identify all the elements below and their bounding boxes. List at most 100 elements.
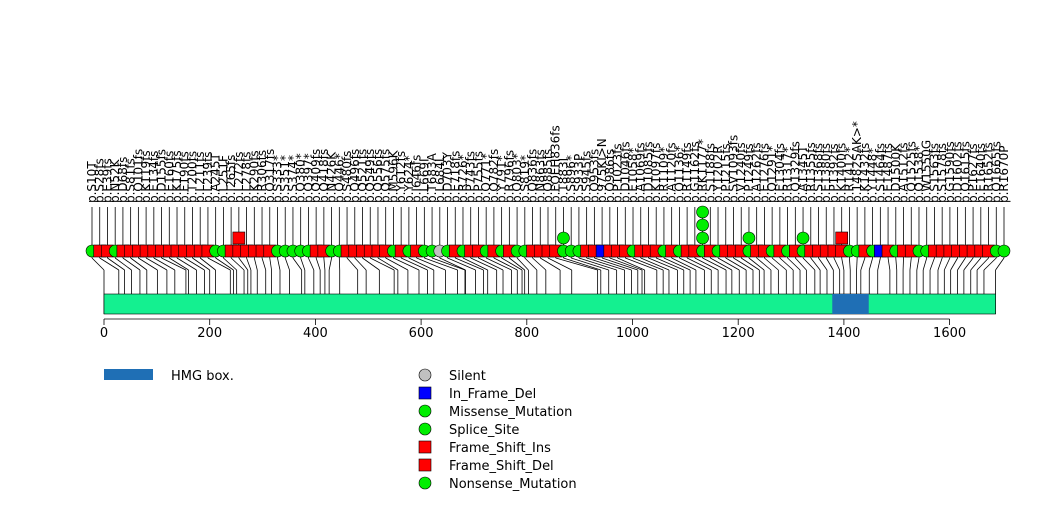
mutation-label: p.L278fs <box>240 151 254 203</box>
mutation-label: p.E1640fs <box>974 143 988 203</box>
x-tick-label: 1600 <box>933 326 966 341</box>
connector-line <box>516 257 529 271</box>
mutation-label: p.R796fs <box>502 150 516 203</box>
mutation-label: p.R1412* <box>842 147 856 203</box>
mutation-label: p.Q782fs <box>487 149 501 203</box>
connector-line <box>868 257 873 271</box>
connector-line <box>470 257 497 271</box>
connector-line <box>447 257 476 271</box>
mutation-label: p.Q1329fs <box>788 141 802 203</box>
legend-label: Frame_Shift_Ins <box>449 441 551 456</box>
connector-line <box>547 257 572 271</box>
connector-line <box>586 257 625 271</box>
mutation-label: p.D1046fs <box>618 141 632 203</box>
mutation-label: p.E1304fs <box>773 143 787 203</box>
connector-line <box>328 257 332 271</box>
connector-line <box>818 257 828 271</box>
legend-marker <box>418 404 432 418</box>
connector-line <box>825 257 834 271</box>
mutation-label: p.Y791* <box>495 155 509 203</box>
connector-line <box>308 257 315 271</box>
mutation-label: p.R1652fs <box>982 142 996 203</box>
legend-label: Splice_Site <box>449 423 519 438</box>
connector-line <box>161 257 187 271</box>
mutation-label: p.D1602fs <box>951 141 965 203</box>
connector-line <box>153 257 176 271</box>
mutation-label: p.S945fs <box>580 151 594 203</box>
connector-line <box>929 257 935 271</box>
legend-label: Silent <box>449 369 486 384</box>
mutation-label: p.Y1448* <box>866 148 880 203</box>
mutation-label: p.Q409fs <box>309 149 323 203</box>
mutation-marker <box>696 231 709 245</box>
connector-line <box>207 257 231 271</box>
connector-line <box>138 257 158 271</box>
mutation-marker <box>835 231 848 245</box>
mutation-label: p.Q496fs <box>348 149 362 203</box>
connector-line <box>493 257 518 271</box>
mutation-label: p.Q836fs <box>526 149 540 203</box>
mutation-label: p.G1162fs <box>688 141 702 203</box>
protein-bar <box>103 293 996 315</box>
connector-line <box>555 257 598 271</box>
mutation-label: p.A1512fs <box>897 142 911 203</box>
connector-line <box>849 257 851 271</box>
mutation-label: p.R1670P <box>997 145 1011 203</box>
connector-line <box>943 257 951 271</box>
legend: HMG box. Silent In_Frame_Del Missense_Mutat… <box>104 368 577 492</box>
legend-marker <box>418 368 432 382</box>
connector-line <box>856 257 858 271</box>
connector-line <box>91 257 105 271</box>
mutation-label: p.Q317fs <box>263 149 277 203</box>
mutation-label: p.I265fs <box>224 155 238 203</box>
mutation-label: p.N426K <box>325 151 339 203</box>
mutation-label: p.G1590fs <box>943 141 957 203</box>
mutation-label: p.S1188fs <box>703 143 717 203</box>
mutation-label: p.SV1093fs <box>726 135 740 203</box>
connector-line <box>223 257 237 271</box>
legend-marker <box>418 458 432 472</box>
connector-line <box>524 257 538 271</box>
connector-line <box>253 257 258 271</box>
mutation-label: p.K1097fs <box>649 143 663 203</box>
connector-line <box>199 257 216 271</box>
legend-label: Frame_Shift_Del <box>449 459 554 474</box>
mutation-label: p.R1317* <box>781 147 795 203</box>
mutation-label: p.Q1615fs <box>958 141 972 203</box>
mutation-label: p.R726* <box>456 154 470 203</box>
mutation-label: p.Q803* <box>510 153 524 203</box>
mutation-label: p.M596K <box>386 149 400 203</box>
connector-line <box>795 257 807 271</box>
connector-line <box>810 257 821 271</box>
connector-line <box>354 257 367 271</box>
connector-line <box>909 257 912 271</box>
mutation-label: p.Q380* <box>294 153 308 203</box>
mutation-label: p.T883I <box>556 158 570 203</box>
connector-line <box>315 257 321 271</box>
connector-line <box>431 257 466 271</box>
connector-line <box>970 257 982 271</box>
mutation-label: p.L272fs <box>232 151 246 203</box>
connector-line <box>841 257 845 271</box>
connector-line <box>963 257 974 271</box>
mutation-label: p.P1249fs <box>742 143 756 203</box>
mutation-label: p.Q418fs <box>317 149 331 203</box>
legend-label: Missense_Mutation <box>449 405 572 420</box>
connector-line <box>269 257 272 271</box>
connector-line <box>261 257 267 271</box>
mutation-label: p.F190fs <box>178 151 192 203</box>
connector-line <box>300 257 306 271</box>
mutation-label: p.Q771* <box>479 153 493 203</box>
connector-line <box>400 257 428 271</box>
mutation-label: p.E1276fs <box>757 143 771 203</box>
mutation-label: p.S81fs <box>124 158 138 203</box>
mutation-marker <box>232 231 246 245</box>
mutation-label: p.E160fs <box>162 151 176 203</box>
connector-line <box>663 257 691 271</box>
connector-line <box>323 257 326 271</box>
connector-line <box>748 257 765 271</box>
connector-line <box>686 257 712 271</box>
connector-line <box>184 257 205 271</box>
connector-line <box>238 257 249 271</box>
